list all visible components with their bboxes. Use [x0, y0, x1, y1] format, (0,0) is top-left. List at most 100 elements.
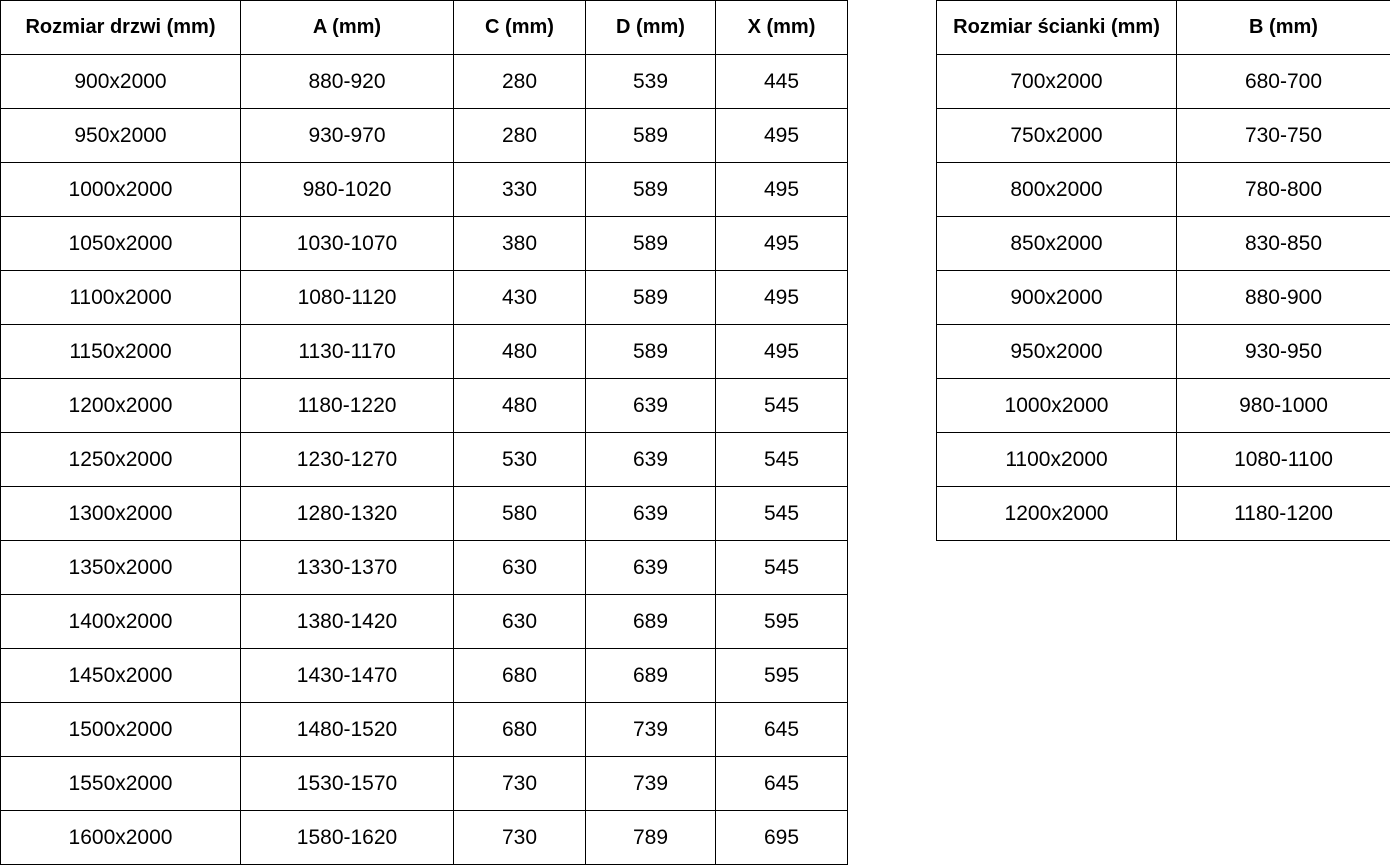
table-cell: 430	[453, 270, 586, 325]
table-cell: 739	[585, 702, 716, 757]
table-row: 1100x2000 1080-1100	[936, 432, 1390, 487]
table-cell: 380	[453, 216, 586, 271]
table-cell: 645	[715, 756, 848, 811]
table-row: 1200x2000 1180-1220 480 639 545	[0, 378, 848, 433]
table-cell: 480	[453, 324, 586, 379]
table-cell: 630	[453, 540, 586, 595]
table-cell: 1200x2000	[0, 378, 241, 433]
table-cell: 1150x2000	[0, 324, 241, 379]
table-cell: 1000x2000	[0, 162, 241, 217]
table-cell: 739	[585, 756, 716, 811]
table-cell: 1350x2000	[0, 540, 241, 595]
table-cell: 1250x2000	[0, 432, 241, 487]
table-cell: 280	[453, 54, 586, 109]
table-cell: 445	[715, 54, 848, 109]
table-row: 1250x2000 1230-1270 530 639 545	[0, 432, 848, 487]
table-cell: 589	[585, 216, 716, 271]
table-cell: 480	[453, 378, 586, 433]
table-cell: 789	[585, 810, 716, 865]
table-cell: 695	[715, 810, 848, 865]
table-cell: 1300x2000	[0, 486, 241, 541]
table-cell: 780-800	[1176, 162, 1390, 217]
table-row: 1600x2000 1580-1620 730 789 695	[0, 810, 848, 865]
table-cell: 545	[715, 432, 848, 487]
table-cell: 880-920	[240, 54, 454, 109]
table-cell: 680	[453, 648, 586, 703]
table-cell: 545	[715, 486, 848, 541]
table-cell: 800x2000	[936, 162, 1177, 217]
table-row: 1050x2000 1030-1070 380 589 495	[0, 216, 848, 271]
table-cell: 1430-1470	[240, 648, 454, 703]
table-row: 850x2000 830-850	[936, 216, 1390, 271]
table-cell: 680	[453, 702, 586, 757]
table-cell: 700x2000	[936, 54, 1177, 109]
table-cell: 495	[715, 324, 848, 379]
table-cell: 1030-1070	[240, 216, 454, 271]
table-cell: 1330-1370	[240, 540, 454, 595]
table-cell: 595	[715, 648, 848, 703]
table-header-row: Rozmiar ścianki (mm) B (mm)	[936, 0, 1390, 55]
table-cell: 1400x2000	[0, 594, 241, 649]
table-cell: 589	[585, 108, 716, 163]
table-row: 1100x2000 1080-1120 430 589 495	[0, 270, 848, 325]
table-cell: 530	[453, 432, 586, 487]
column-header: Rozmiar ścianki (mm)	[936, 0, 1177, 55]
table-cell: 1180-1220	[240, 378, 454, 433]
table-cell: 680-700	[1176, 54, 1390, 109]
table-cell: 1500x2000	[0, 702, 241, 757]
table-cell: 1200x2000	[936, 486, 1177, 541]
table-row: 1150x2000 1130-1170 480 589 495	[0, 324, 848, 379]
table-row: 900x2000 880-920 280 539 445	[0, 54, 848, 109]
table-cell: 1130-1170	[240, 324, 454, 379]
table-cell: 639	[585, 432, 716, 487]
table-cell: 900x2000	[0, 54, 241, 109]
table-row: 950x2000 930-950	[936, 324, 1390, 379]
table-cell: 689	[585, 648, 716, 703]
table-row: 1200x2000 1180-1200	[936, 486, 1390, 541]
column-header: D (mm)	[585, 0, 716, 55]
table-cell: 1180-1200	[1176, 486, 1390, 541]
table-cell: 1550x2000	[0, 756, 241, 811]
table-cell: 639	[585, 378, 716, 433]
table-row: 1450x2000 1430-1470 680 689 595	[0, 648, 848, 703]
table-cell: 539	[585, 54, 716, 109]
table-row: 1400x2000 1380-1420 630 689 595	[0, 594, 848, 649]
table-cell: 545	[715, 378, 848, 433]
table-cell: 630	[453, 594, 586, 649]
table-cell: 330	[453, 162, 586, 217]
column-header: Rozmiar drzwi (mm)	[0, 0, 241, 55]
table-cell: 1000x2000	[936, 378, 1177, 433]
table-header-row: Rozmiar drzwi (mm) A (mm) C (mm) D (mm) X (m…	[0, 0, 848, 55]
table-cell: 1230-1270	[240, 432, 454, 487]
table-row: 1000x2000 980-1020 330 589 495	[0, 162, 848, 217]
table-cell: 1600x2000	[0, 810, 241, 865]
table-cell: 1080-1100	[1176, 432, 1390, 487]
table-cell: 589	[585, 270, 716, 325]
table-cell: 495	[715, 216, 848, 271]
table-cell: 495	[715, 162, 848, 217]
table-cell: 880-900	[1176, 270, 1390, 325]
table-cell: 589	[585, 162, 716, 217]
table-cell: 1530-1570	[240, 756, 454, 811]
table-cell: 730	[453, 756, 586, 811]
table-cell: 950x2000	[936, 324, 1177, 379]
column-header: A (mm)	[240, 0, 454, 55]
table-cell: 1280-1320	[240, 486, 454, 541]
table-row: 950x2000 930-970 280 589 495	[0, 108, 848, 163]
table-cell: 950x2000	[0, 108, 241, 163]
table-cell: 1580-1620	[240, 810, 454, 865]
table-cell: 980-1020	[240, 162, 454, 217]
table-cell: 689	[585, 594, 716, 649]
table-row: 800x2000 780-800	[936, 162, 1390, 217]
table-cell: 589	[585, 324, 716, 379]
table-row: 1500x2000 1480-1520 680 739 645	[0, 702, 848, 757]
table-row: 1300x2000 1280-1320 580 639 545	[0, 486, 848, 541]
table-cell: 495	[715, 270, 848, 325]
table-cell: 1100x2000	[0, 270, 241, 325]
table-cell: 930-950	[1176, 324, 1390, 379]
table-cell: 1080-1120	[240, 270, 454, 325]
wall-panel-size-table: Rozmiar ścianki (mm) B (mm) 700x2000 680-7…	[936, 0, 1390, 541]
table-row: 750x2000 730-750	[936, 108, 1390, 163]
table-cell: 930-970	[240, 108, 454, 163]
table-cell: 730	[453, 810, 586, 865]
